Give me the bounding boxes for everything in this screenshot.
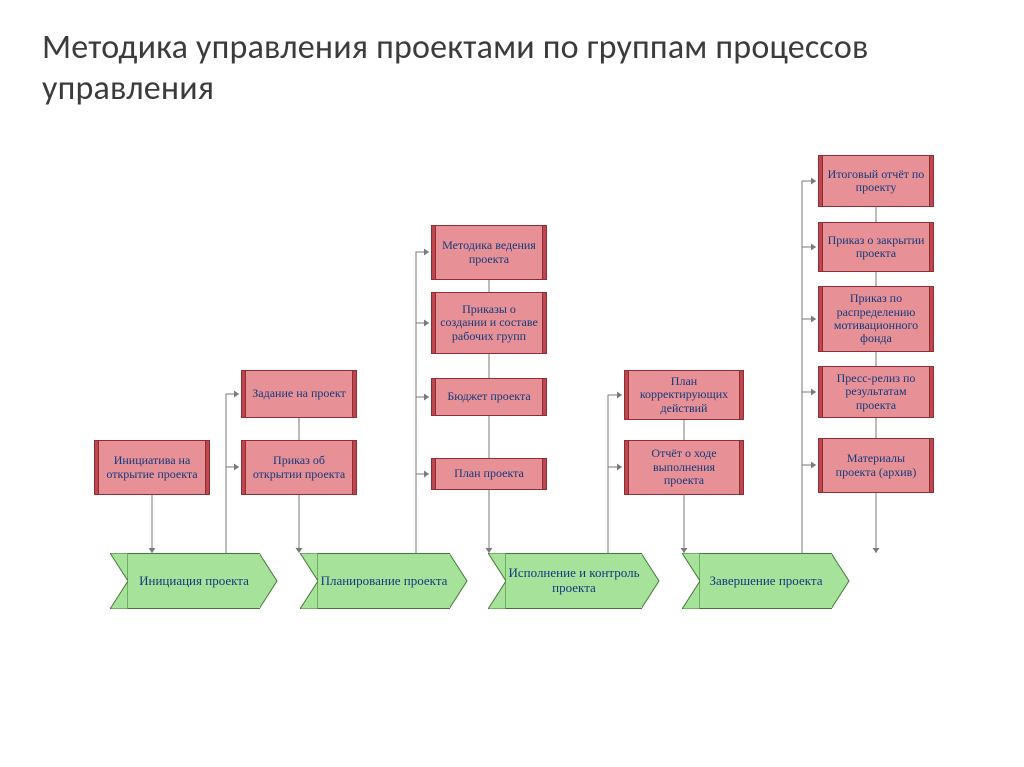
doc-box: Отчёт о ходе выполнения проекта: [628, 440, 740, 495]
doc-box: Итоговый отчёт по проекту: [822, 155, 930, 207]
phase-chevron: Инициация проекта: [110, 553, 278, 609]
doc-box: Материалы проекта (архив): [822, 438, 930, 493]
doc-box: Инициатива на открытие проекта: [98, 440, 206, 495]
phase-label: Планирование проекта: [318, 553, 450, 609]
doc-box: Задание на проект: [245, 370, 353, 418]
phase-chevron: Завершение проекта: [682, 553, 850, 609]
phase-label: Инициация проекта: [128, 553, 260, 609]
phase-chevron: Планирование проекта: [300, 553, 468, 609]
doc-box: Приказ об открытии проекта: [245, 440, 353, 495]
doc-box: План корректирующих действий: [628, 370, 740, 420]
doc-box: Пресс-релиз по результатам проекта: [822, 366, 930, 418]
doc-box: Бюджет проекта: [435, 378, 543, 416]
doc-box: План проекта: [435, 458, 543, 490]
doc-box: Приказы о создании и составе рабочих гру…: [435, 292, 543, 354]
phase-chevron: Исполнение и контроль проекта: [488, 553, 660, 609]
diagram-canvas: Инициатива на открытие проекта Задание на…: [0, 0, 1024, 767]
phase-label: Исполнение и контроль проекта: [506, 553, 642, 609]
doc-box: Приказ о закрытии проекта: [822, 222, 930, 272]
doc-box: Приказ по распределению мотивационного ф…: [822, 286, 930, 352]
doc-box: Методика ведения проекта: [435, 225, 543, 280]
phase-label: Завершение проекта: [700, 553, 832, 609]
